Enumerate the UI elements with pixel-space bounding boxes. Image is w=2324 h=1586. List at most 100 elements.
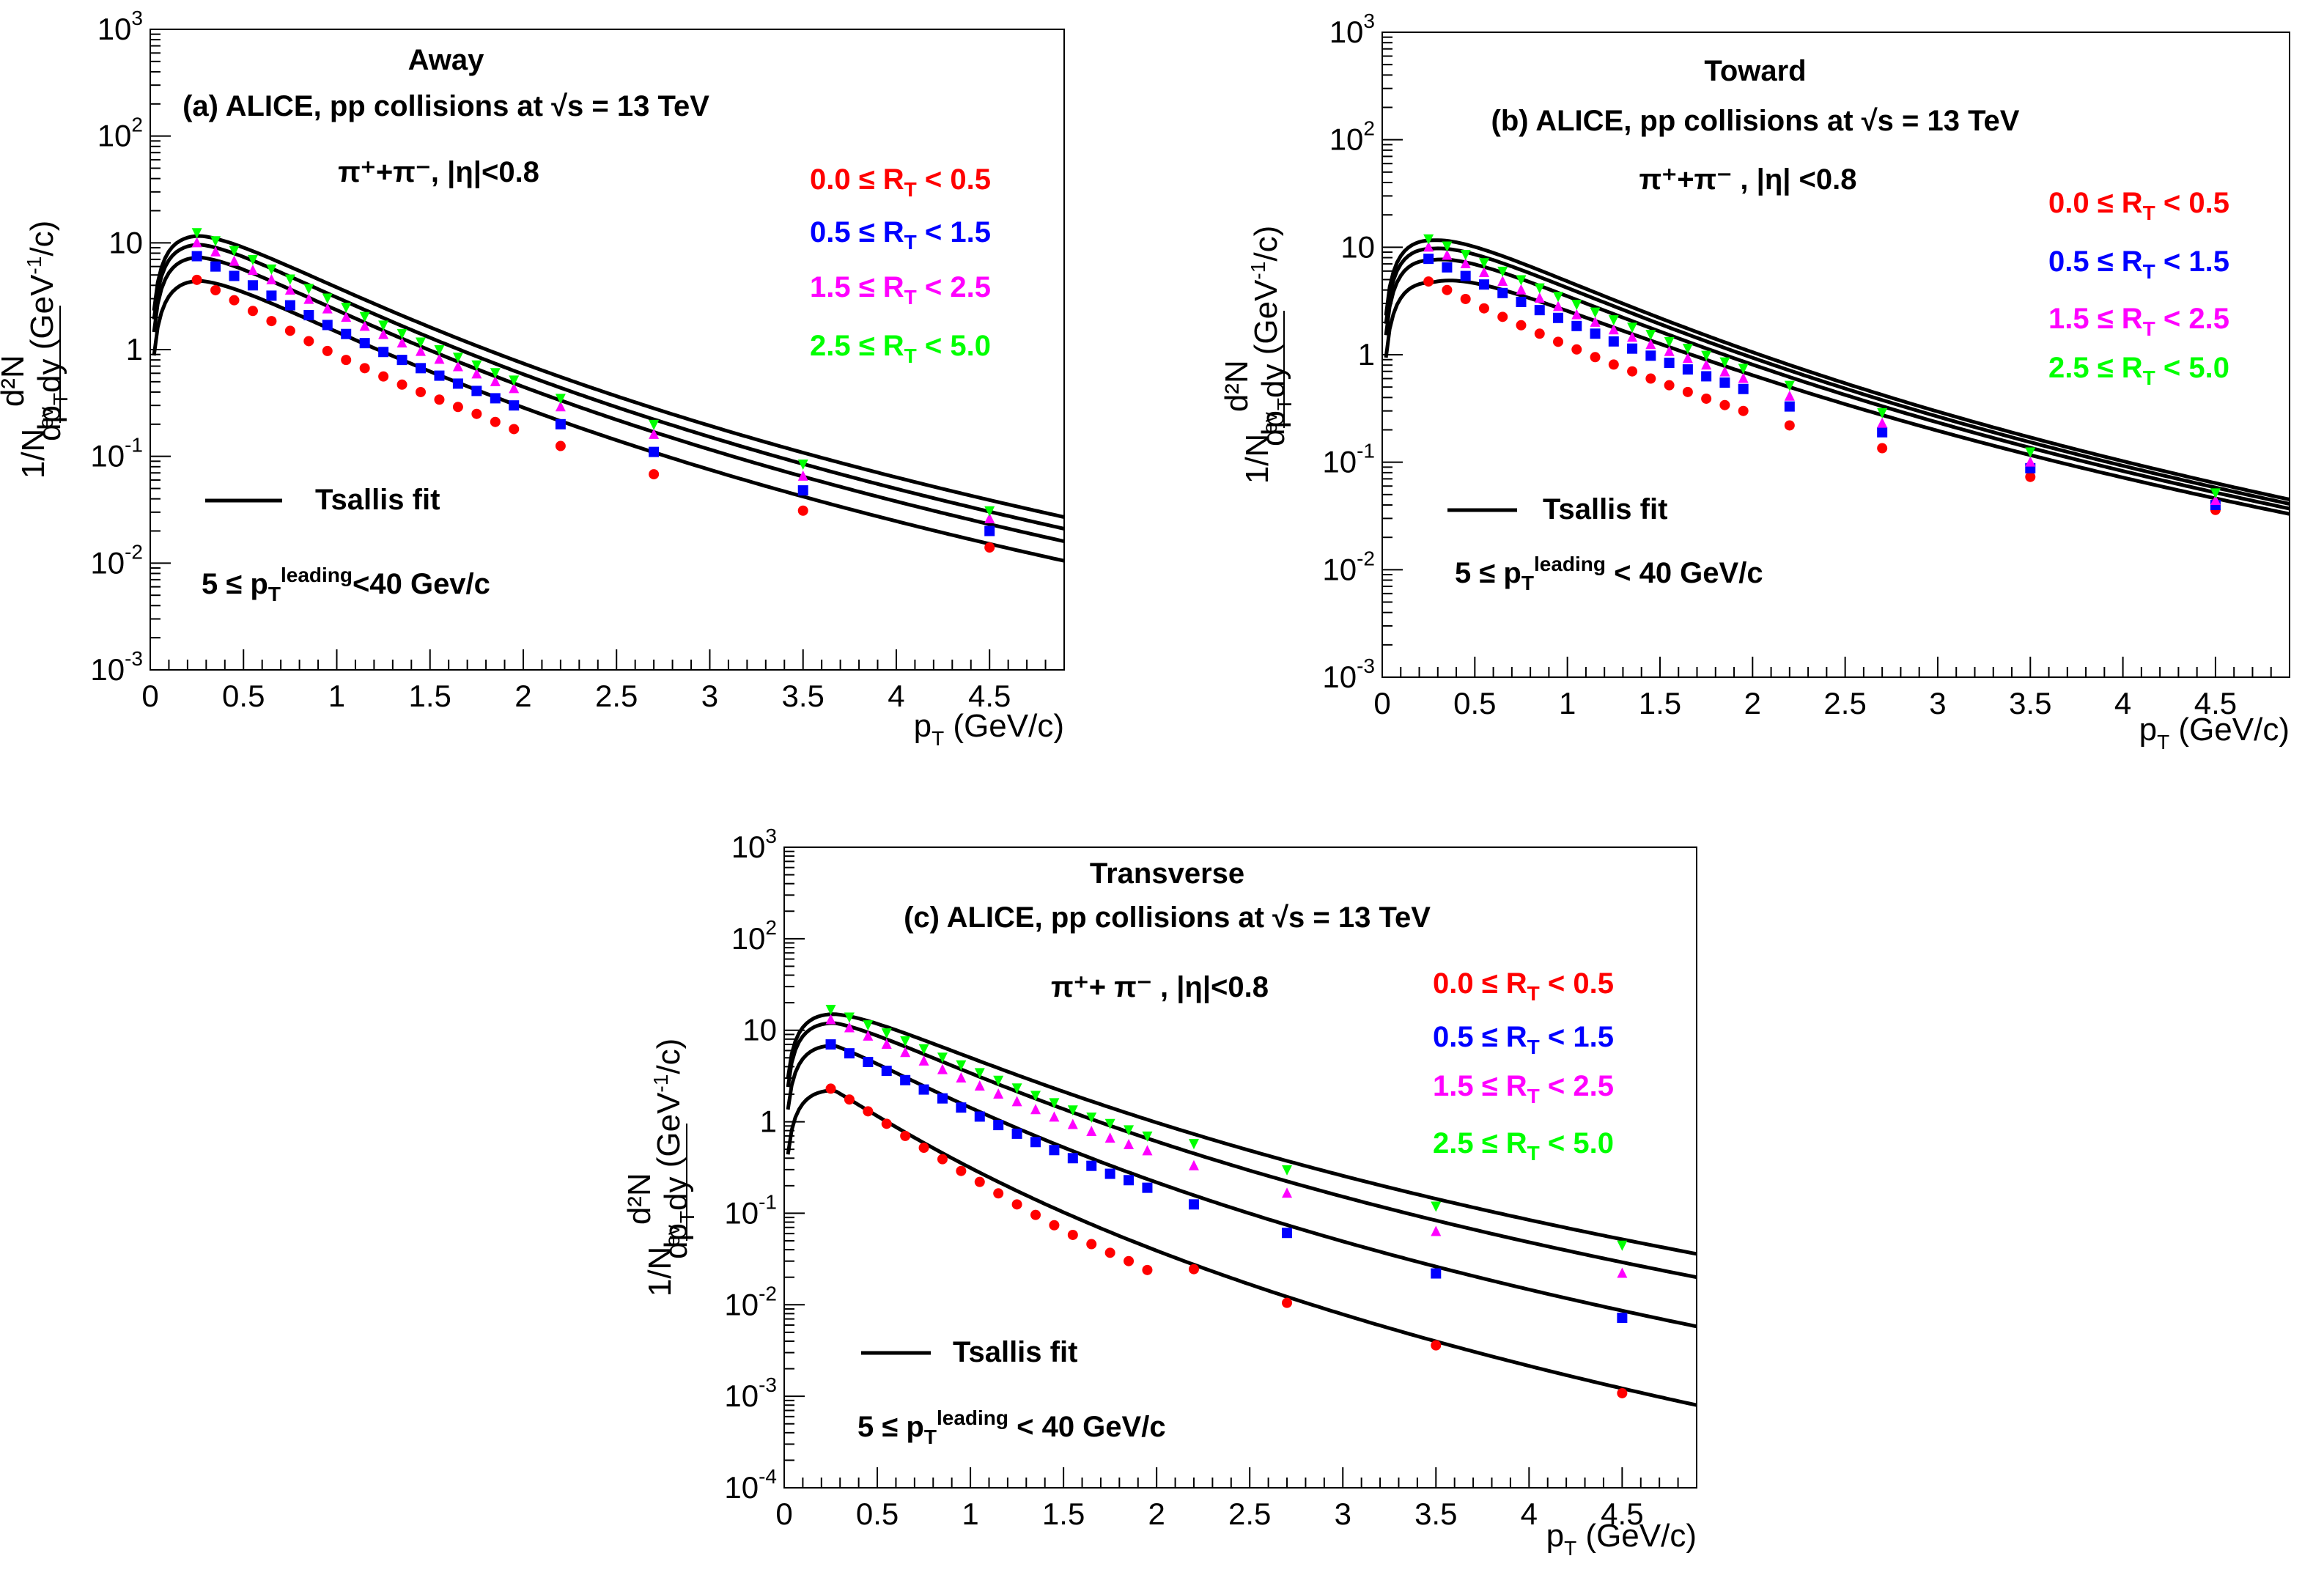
x-label-main: p	[914, 708, 932, 744]
x-tick-label: 1.5	[409, 679, 451, 713]
data-point	[956, 1060, 967, 1071]
data-point	[191, 228, 202, 239]
data-point	[471, 368, 482, 379]
y-tick-base: 10	[90, 652, 125, 687]
data-point	[247, 280, 258, 291]
data-point	[284, 325, 295, 336]
y-axis-label: 1/Nevd²N dpTdy (GeV-1/c)	[0, 221, 72, 479]
y-tick-label: 10-2	[724, 1282, 777, 1321]
data-point	[1497, 266, 1508, 277]
fit-label: Tsallis fit	[1543, 493, 1667, 525]
data-point	[1011, 1096, 1022, 1107]
y-tick-exp: -1	[759, 1190, 777, 1213]
data-point	[974, 1111, 985, 1122]
y-label-unit-sup: -1	[23, 257, 45, 275]
legend-text-3: < 2.5	[1540, 1070, 1614, 1102]
data-point	[1553, 300, 1564, 311]
data-point	[1442, 241, 1453, 252]
fit-curve-1	[152, 255, 1065, 544]
data-point	[984, 506, 995, 517]
data-point	[956, 1165, 967, 1176]
data-point	[471, 360, 482, 371]
data-point	[993, 1120, 1004, 1131]
data-point	[452, 402, 463, 413]
x-tick-label: 0	[775, 1497, 792, 1531]
data-point	[1011, 1083, 1022, 1094]
data-point	[1282, 1297, 1293, 1308]
data-point	[956, 1072, 967, 1082]
legend-text-3: < 5.0	[1540, 1127, 1614, 1159]
leading-sub-1: T	[1521, 572, 1534, 594]
data-point	[1516, 275, 1527, 286]
data-point	[797, 470, 808, 481]
fit-curve-2	[1384, 246, 2290, 506]
data-point	[1188, 1199, 1199, 1210]
data-point	[1086, 1160, 1097, 1171]
data-point	[1617, 1240, 1628, 1251]
panel-title: (a) ALICE, pp collisions at √s = 13 TeV	[182, 90, 709, 122]
y-tick-base: 10	[1329, 15, 1364, 49]
data-point	[1030, 1104, 1041, 1115]
legend-entry: 2.5 ≤ RT​ < 5.0	[2048, 352, 2229, 389]
data-point	[2025, 471, 2036, 482]
leading-sup-3: leading	[937, 1406, 1008, 1429]
y-tick-label: 10-3	[90, 647, 143, 687]
x-tick-label: 3	[1929, 686, 1946, 720]
data-point	[452, 353, 463, 364]
y-tick-base: 10	[1322, 552, 1357, 586]
data-point	[1617, 1313, 1628, 1324]
y-tick-base: 10	[1329, 122, 1364, 157]
y-tick-base: 10	[90, 545, 125, 580]
legend-entry: 2.5 ≤ RT​ < 5.0	[1433, 1127, 1614, 1165]
y-label-unit: (GeV	[651, 1092, 687, 1177]
data-point	[844, 1022, 855, 1033]
data-point	[649, 446, 660, 457]
data-point	[797, 505, 808, 516]
data-point	[359, 338, 370, 349]
data-point	[1423, 234, 1434, 245]
data-point	[937, 1052, 948, 1063]
data-point	[649, 469, 660, 480]
data-point	[974, 1068, 985, 1079]
y-tick-exp: 2	[1363, 117, 1375, 140]
data-point	[266, 316, 277, 327]
data-point	[1590, 328, 1601, 339]
y-tick-label: 102	[97, 114, 143, 153]
data-point	[1608, 359, 1619, 370]
legend-text-3: < 1.5	[917, 216, 991, 248]
x-tick-label: 4.5	[968, 679, 1011, 713]
y-label-prefix: 1/N	[1239, 434, 1275, 484]
data-point	[1104, 1132, 1115, 1143]
legend-sub-1: T	[1527, 1036, 1540, 1058]
data-point	[1571, 344, 1582, 355]
data-point	[1534, 283, 1545, 294]
data-point	[1442, 262, 1453, 273]
data-point	[490, 416, 501, 427]
data-point	[191, 251, 202, 262]
data-point	[1086, 1126, 1097, 1137]
data-point	[247, 306, 258, 317]
data-point	[1104, 1118, 1115, 1129]
data-point	[378, 328, 389, 339]
region-label: Away	[408, 44, 485, 76]
data-point	[1067, 1118, 1078, 1129]
y-tick-label: 10-1	[724, 1190, 777, 1230]
x-tick-label: 3.5	[782, 679, 825, 713]
data-point	[341, 328, 352, 339]
data-point	[1124, 1255, 1135, 1266]
data-point	[1682, 353, 1693, 364]
data-point	[247, 265, 258, 276]
data-point	[1423, 254, 1434, 265]
data-point	[396, 328, 407, 339]
data-point	[1423, 276, 1434, 287]
y-tick-exp: -2	[125, 540, 143, 563]
legend-entry: 0.5 ≤ RT​ < 1.5	[810, 216, 991, 254]
x-tick-label: 4.5	[1601, 1497, 1643, 1531]
data-point	[825, 1004, 836, 1015]
data-point	[452, 378, 463, 389]
data-point	[1534, 328, 1545, 339]
data-point	[509, 383, 520, 394]
data-point	[1478, 279, 1489, 290]
legend-entry: 1.5 ≤ RT​ < 2.5	[2048, 303, 2229, 340]
data-point	[471, 386, 482, 396]
